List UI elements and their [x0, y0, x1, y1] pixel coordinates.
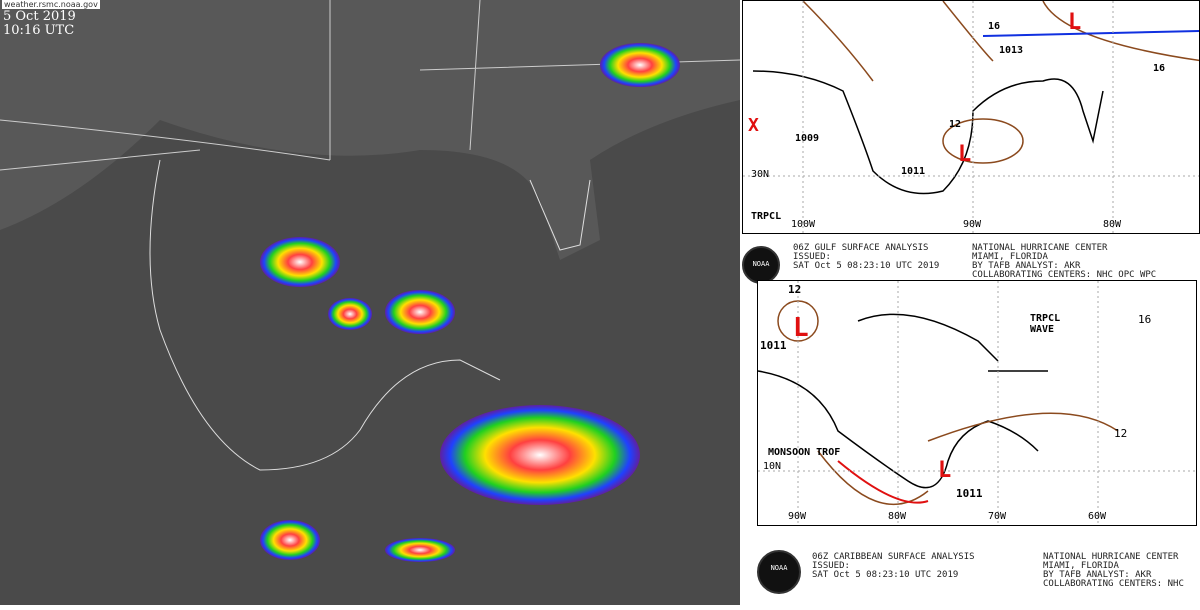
low-marker: L [938, 458, 951, 483]
convection-cluster [260, 520, 320, 560]
caribbean-surface-map: L L 12 1011 16 TRPCL WAVE MONSOON TROF 1… [757, 280, 1197, 526]
isobar-label: 16 [1138, 313, 1152, 326]
noaa-logo: NOAA [742, 246, 780, 284]
lon-label: 80W [1103, 219, 1122, 230]
convection-cluster [260, 237, 340, 287]
isobar-label: 12 [949, 119, 962, 130]
low-marker: L [1068, 10, 1081, 35]
time-label: 10:16 UTC [3, 23, 75, 38]
isobar-label: 16 [1153, 63, 1166, 74]
convection-cluster [385, 290, 455, 334]
pressure-label: 1009 [795, 133, 820, 144]
lon-label: 90W [788, 511, 807, 522]
satellite-image: weather.rsmc.noaa.gov 5 Oct 2019 10:16 U… [0, 0, 740, 605]
pressure-label: 1011 [956, 487, 983, 500]
lon-label: 70W [988, 511, 1007, 522]
gulf-header-right: NATIONAL HURRICANE CENTER MIAMI, FLORIDA B… [972, 243, 1157, 280]
caribbean-header-right: NATIONAL HURRICANE CENTER MIAMI, FLORIDA B… [1043, 552, 1184, 589]
gulf-header-left: 06Z GULF SURFACE ANALYSIS ISSUED: SAT Oct … [793, 243, 940, 271]
monsoon-trough-label: MONSOON TROF [768, 447, 841, 458]
pressure-label: 1011 [760, 339, 787, 352]
isobar-label: 12 [1114, 427, 1128, 440]
caribbean-header-left: 06Z CARIBBEAN SURFACE ANALYSIS ISSUED: SAT… [812, 552, 975, 580]
gulf-map-lines: L L X [743, 1, 1199, 233]
low-marker: X [748, 115, 759, 136]
convection-cluster [600, 43, 680, 87]
lon-label: 80W [888, 511, 907, 522]
isobar-label: 16 [988, 21, 1001, 32]
pressure-label: 1013 [999, 45, 1024, 56]
noaa-logo: NOAA [757, 550, 801, 594]
convection-cluster-caribbean [440, 405, 640, 505]
isobar-label: 12 [788, 283, 802, 296]
lon-label: 100W [791, 219, 816, 230]
lat-label: 10N [763, 461, 782, 472]
source-label: weather.rsmc.noaa.gov [2, 0, 100, 9]
satellite-imagery [0, 0, 740, 562]
gulf-surface-map: L L X 16 1013 1009 12 1011 16 TRPCL 100W… [742, 0, 1200, 234]
low-marker: L [958, 142, 971, 167]
lon-label: 90W [963, 219, 982, 230]
convection-cluster [385, 538, 455, 562]
low-marker: L [793, 313, 809, 343]
pressure-label: 1011 [901, 166, 926, 177]
lon-label: 60W [1088, 511, 1107, 522]
date-label: 5 Oct 2019 [3, 9, 76, 24]
convection-cluster [328, 298, 372, 330]
region-label: TRPCL [751, 211, 782, 222]
lat-label: 30N [751, 169, 770, 180]
tropical-wave-label: TRPCL WAVE [1030, 313, 1061, 335]
caribbean-map-lines: L L [758, 281, 1196, 525]
